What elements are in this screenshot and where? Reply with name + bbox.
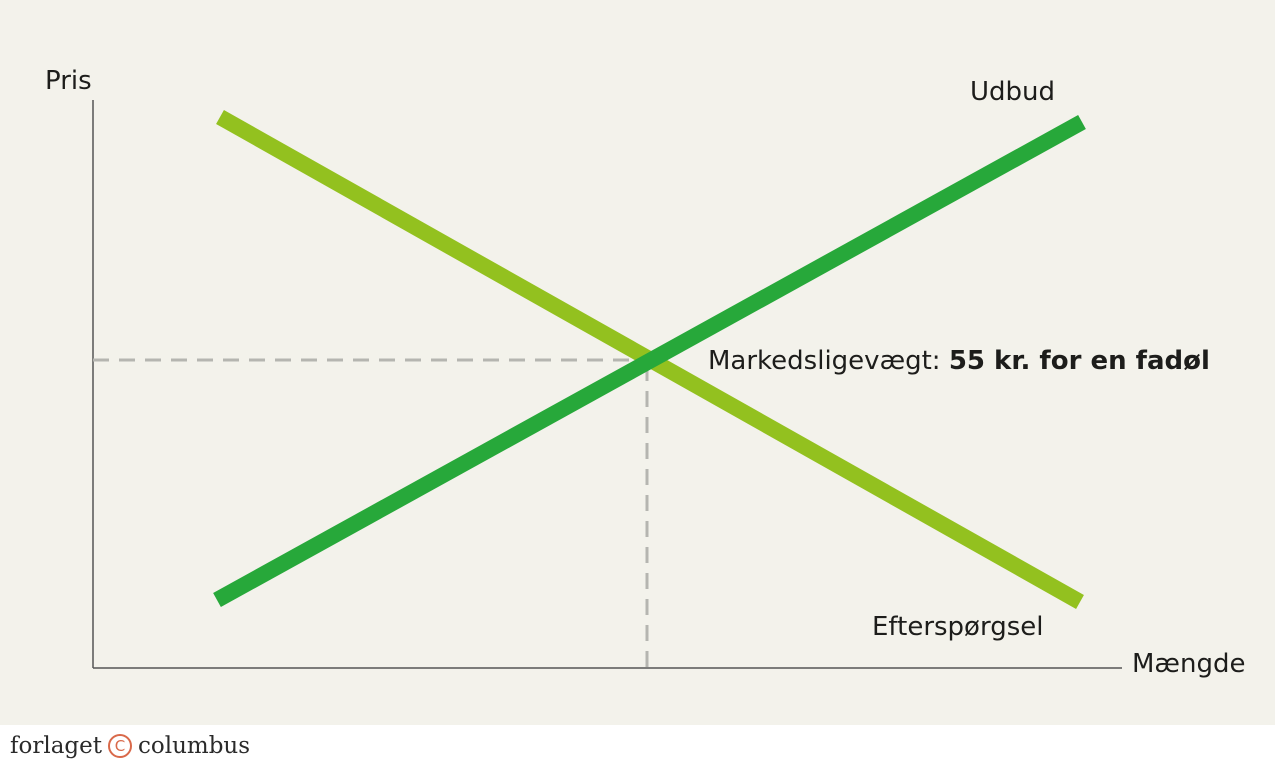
- x-axis-label: Mængde: [1132, 649, 1245, 679]
- equilibrium-prefix: Markedsligevægt:: [708, 346, 949, 376]
- supply-line: [213, 114, 1086, 608]
- logo-text-left: forlaget: [10, 733, 102, 759]
- y-axis-label: Pris: [45, 66, 92, 96]
- copyright-icon: C: [108, 734, 132, 758]
- equilibrium-value: 55 kr. for en fadøl: [949, 346, 1210, 376]
- supply-label: Udbud: [970, 77, 1055, 107]
- copyright-mark: C: [114, 737, 126, 755]
- logo-text-right: columbus: [138, 733, 251, 759]
- publisher-logo: forlaget C columbus: [10, 730, 250, 762]
- supply-demand-diagram: Pris Mængde Udbud Efterspørgsel Markedsl…: [45, 66, 1245, 679]
- equilibrium-label: Markedsligevægt: 55 kr. for en fadøl: [708, 346, 1210, 376]
- demand-label: Efterspørgsel: [872, 612, 1043, 642]
